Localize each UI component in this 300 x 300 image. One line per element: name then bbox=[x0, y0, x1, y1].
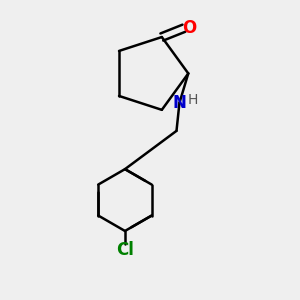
Text: N: N bbox=[172, 94, 186, 112]
Text: H: H bbox=[188, 93, 198, 107]
Text: Cl: Cl bbox=[116, 241, 134, 259]
Text: O: O bbox=[182, 19, 196, 37]
